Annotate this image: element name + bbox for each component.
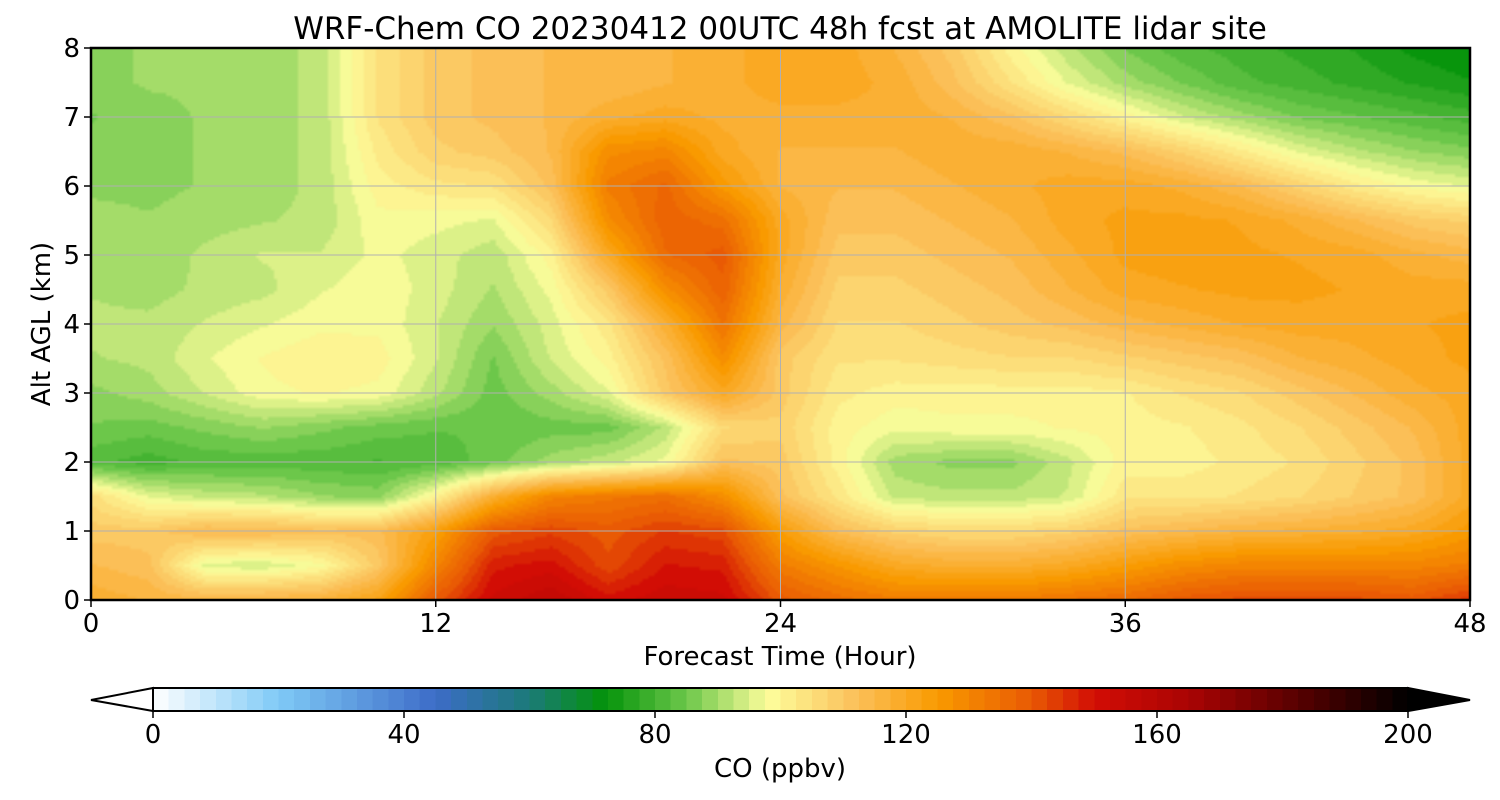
y-tick-label: 2	[63, 448, 80, 478]
y-tick-label: 4	[63, 310, 80, 340]
y-tick-label: 0	[63, 586, 80, 616]
colorbar-tick-label: 80	[638, 720, 671, 750]
x-tick-label: 24	[764, 609, 797, 639]
y-tick-label: 3	[63, 379, 80, 409]
colorbar-tick-label: 120	[881, 720, 931, 750]
y-tick-label: 5	[63, 241, 80, 271]
colorbar-tick-label: 0	[145, 720, 162, 750]
colorbar-frame	[152, 687, 1409, 712]
x-tick-label: 36	[1109, 609, 1142, 639]
colorbar: 0 40 80 120 160 200 CO (ppbv)	[90, 686, 1471, 784]
colorbar-ticks: 0 40 80 120 160 200	[145, 711, 1433, 750]
y-tick-label: 6	[63, 172, 80, 202]
y-tick-label: 8	[63, 34, 80, 64]
x-axis-ticks: 0 12 24 36 48	[83, 600, 1487, 639]
x-axis-label: Forecast Time (Hour)	[643, 642, 916, 672]
colorbar-tick-label: 160	[1132, 720, 1182, 750]
colorbar-gradient	[153, 688, 1408, 711]
x-tick-label: 48	[1453, 609, 1486, 639]
colorbar-under-extension	[90, 686, 154, 713]
plot-area	[89, 46, 1472, 602]
y-axis-label: Alt AGL (km)	[27, 242, 57, 406]
x-tick-label: 12	[419, 609, 452, 639]
y-axis-ticks: 0 1 2 3 4 5 6 7 8	[63, 34, 91, 616]
chart-title: WRF-Chem CO 20230412 00UTC 48h fcst at A…	[293, 11, 1267, 47]
y-tick-label: 1	[63, 517, 80, 547]
colorbar-tick-label: 40	[387, 720, 420, 750]
x-tick-label: 0	[83, 609, 100, 639]
colorbar-over-extension	[1407, 686, 1471, 713]
y-tick-label: 7	[63, 103, 80, 133]
colorbar-tick-label: 200	[1383, 720, 1433, 750]
colorbar-label: CO (ppbv)	[714, 754, 846, 784]
